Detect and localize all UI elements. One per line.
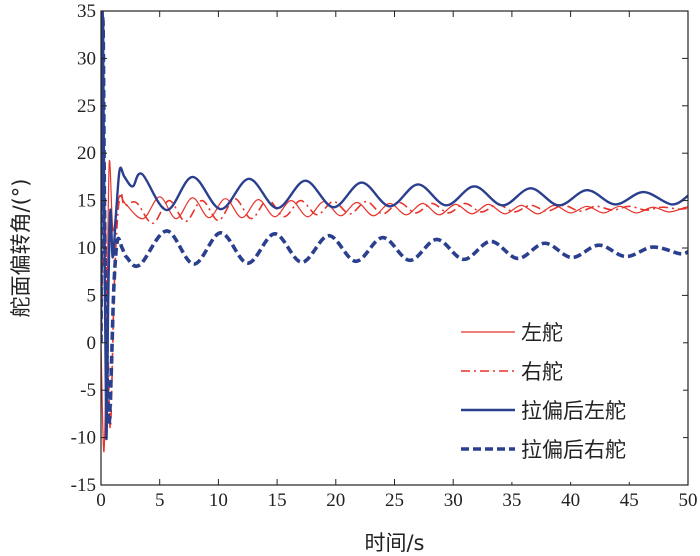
legend-box <box>455 312 683 482</box>
y-tick-label: 0 <box>87 333 97 354</box>
y-tick-label: 5 <box>87 285 97 306</box>
x-axis-label: 时间/s <box>364 531 424 555</box>
x-tick-label: 15 <box>268 490 287 511</box>
y-tick-label: 20 <box>77 143 96 164</box>
x-tick-label: 10 <box>209 490 228 511</box>
x-tick-label: 5 <box>155 490 165 511</box>
x-tick-label: 40 <box>561 490 580 511</box>
y-tick-label: -5 <box>80 380 96 401</box>
y-tick-label: -10 <box>71 428 96 449</box>
x-tick-label: 30 <box>444 490 463 511</box>
x-ticks: 0 5 10 15 20 25 30 35 40 45 50 <box>96 11 698 511</box>
axes: 0 5 10 15 20 25 30 35 40 45 50 -15 -10 -5 0 5 10 15 20 25 3… <box>71 1 698 511</box>
y-tick-label: 10 <box>77 238 96 259</box>
y-tick-label: 35 <box>77 1 96 22</box>
y-axis-label: 舵面偏转角/(°) <box>9 179 33 318</box>
series-line-2 <box>101 192 688 429</box>
x-tick-label: 45 <box>620 490 639 511</box>
series-line-4 <box>101 16 688 427</box>
y-tick-label: 15 <box>77 191 96 212</box>
legend-label-2: 右舵 <box>521 360 563 384</box>
y-tick-label: 30 <box>77 48 96 69</box>
y-ticks: -15 -10 -5 0 5 10 15 20 25 30 35 <box>71 1 688 496</box>
y-tick-label: -15 <box>71 475 96 496</box>
x-tick-label: 35 <box>502 490 521 511</box>
legend-label-4: 拉偏后右舵 <box>521 438 626 462</box>
legend-label-1: 左舵 <box>521 321 563 345</box>
y-tick-label: 25 <box>77 96 96 117</box>
x-tick-label: 0 <box>96 490 106 511</box>
legend-label-3: 拉偏后左舵 <box>521 399 626 423</box>
x-tick-label: 25 <box>385 490 404 511</box>
x-tick-label: 20 <box>326 490 345 511</box>
x-tick-label: 50 <box>679 490 698 511</box>
